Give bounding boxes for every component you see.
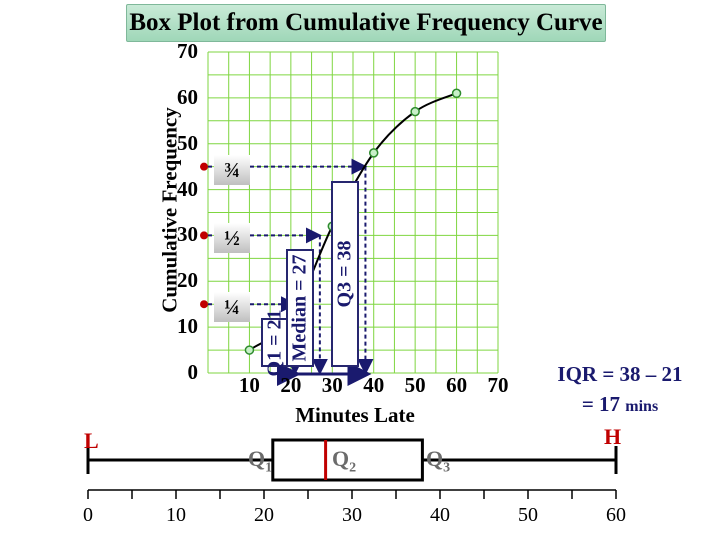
- data-point: [368, 148, 379, 158]
- iqr-formula: IQR = 38 – 21: [557, 362, 683, 386]
- data-point: [244, 345, 255, 355]
- iqr-box: [271, 438, 424, 482]
- fraction-dot: [200, 231, 208, 240]
- q3-sub: 3: [443, 460, 451, 476]
- scale-tick-label: 20: [254, 504, 274, 526]
- data-point: [410, 106, 420, 117]
- title-banner: Box Plot from Cumulative Frequency Curve: [126, 4, 606, 42]
- y-tick-label: 50: [177, 130, 198, 155]
- q3-letter: Q: [426, 446, 444, 471]
- chart-title: Box Plot from Cumulative Frequency Curve: [129, 9, 603, 36]
- iqr-unit: mins: [625, 398, 659, 415]
- iqr-result: = 17 mins: [520, 392, 720, 417]
- q2-letter: Q: [332, 446, 350, 471]
- box-plot: [86, 438, 618, 499]
- fraction-label: ¾: [214, 154, 250, 185]
- quartile-value-text: Median = 27: [288, 254, 311, 362]
- scale-tick-label: 0: [83, 504, 93, 526]
- y-tick-label: 30: [177, 222, 198, 247]
- q2-box-label: Q2: [332, 446, 356, 476]
- fraction-label: ¼: [214, 292, 250, 323]
- scale-tick-label: 10: [166, 504, 186, 526]
- y-tick-label: 10: [177, 314, 198, 339]
- quartile-value-text: Q3 = 38: [333, 240, 356, 308]
- y-tick-label: 40: [177, 176, 198, 201]
- q1-sub: 1: [265, 460, 273, 476]
- y-tick-label: 60: [177, 84, 198, 109]
- q1-box-label: Q1: [248, 446, 272, 476]
- q2-sub: 2: [349, 460, 357, 476]
- x-tick-label: 50: [404, 373, 426, 397]
- high-marker-label: H: [604, 424, 622, 449]
- q3-box-label: Q3: [426, 446, 450, 476]
- x-axis-label: Minutes Late: [295, 403, 415, 427]
- x-tick-label: 40: [363, 373, 385, 397]
- fraction-dot: [200, 162, 208, 171]
- data-point: [451, 88, 462, 99]
- x-tick-label: 60: [446, 373, 468, 397]
- x-tick-label: 20: [280, 373, 302, 397]
- quartile-value-label: Q3 = 38: [331, 180, 360, 367]
- quartile-value-label: Median = 27: [285, 249, 314, 367]
- y-tick-label: 0: [187, 360, 199, 384]
- x-tick-label: 30: [321, 373, 343, 397]
- x-tick-label: 70: [487, 373, 509, 397]
- x-tick-label: 10: [238, 373, 260, 397]
- low-marker-label: L: [84, 428, 99, 453]
- scale-tick-label: 50: [518, 504, 538, 526]
- q1-letter: Q: [248, 446, 266, 471]
- scale-tick-label: 30: [342, 504, 362, 526]
- y-tick-label: 20: [177, 268, 198, 293]
- quartile-value-label: Q1 = 21: [261, 309, 289, 376]
- fraction-label: ½: [214, 223, 250, 254]
- quartile-value-text: Q1 = 21: [263, 309, 286, 377]
- fraction-dot: [200, 300, 208, 309]
- y-tick-label: 70: [177, 39, 198, 63]
- iqr-value: = 17: [581, 392, 621, 416]
- scale-tick-label: 60: [606, 504, 626, 526]
- scale-tick-label: 40: [430, 504, 450, 526]
